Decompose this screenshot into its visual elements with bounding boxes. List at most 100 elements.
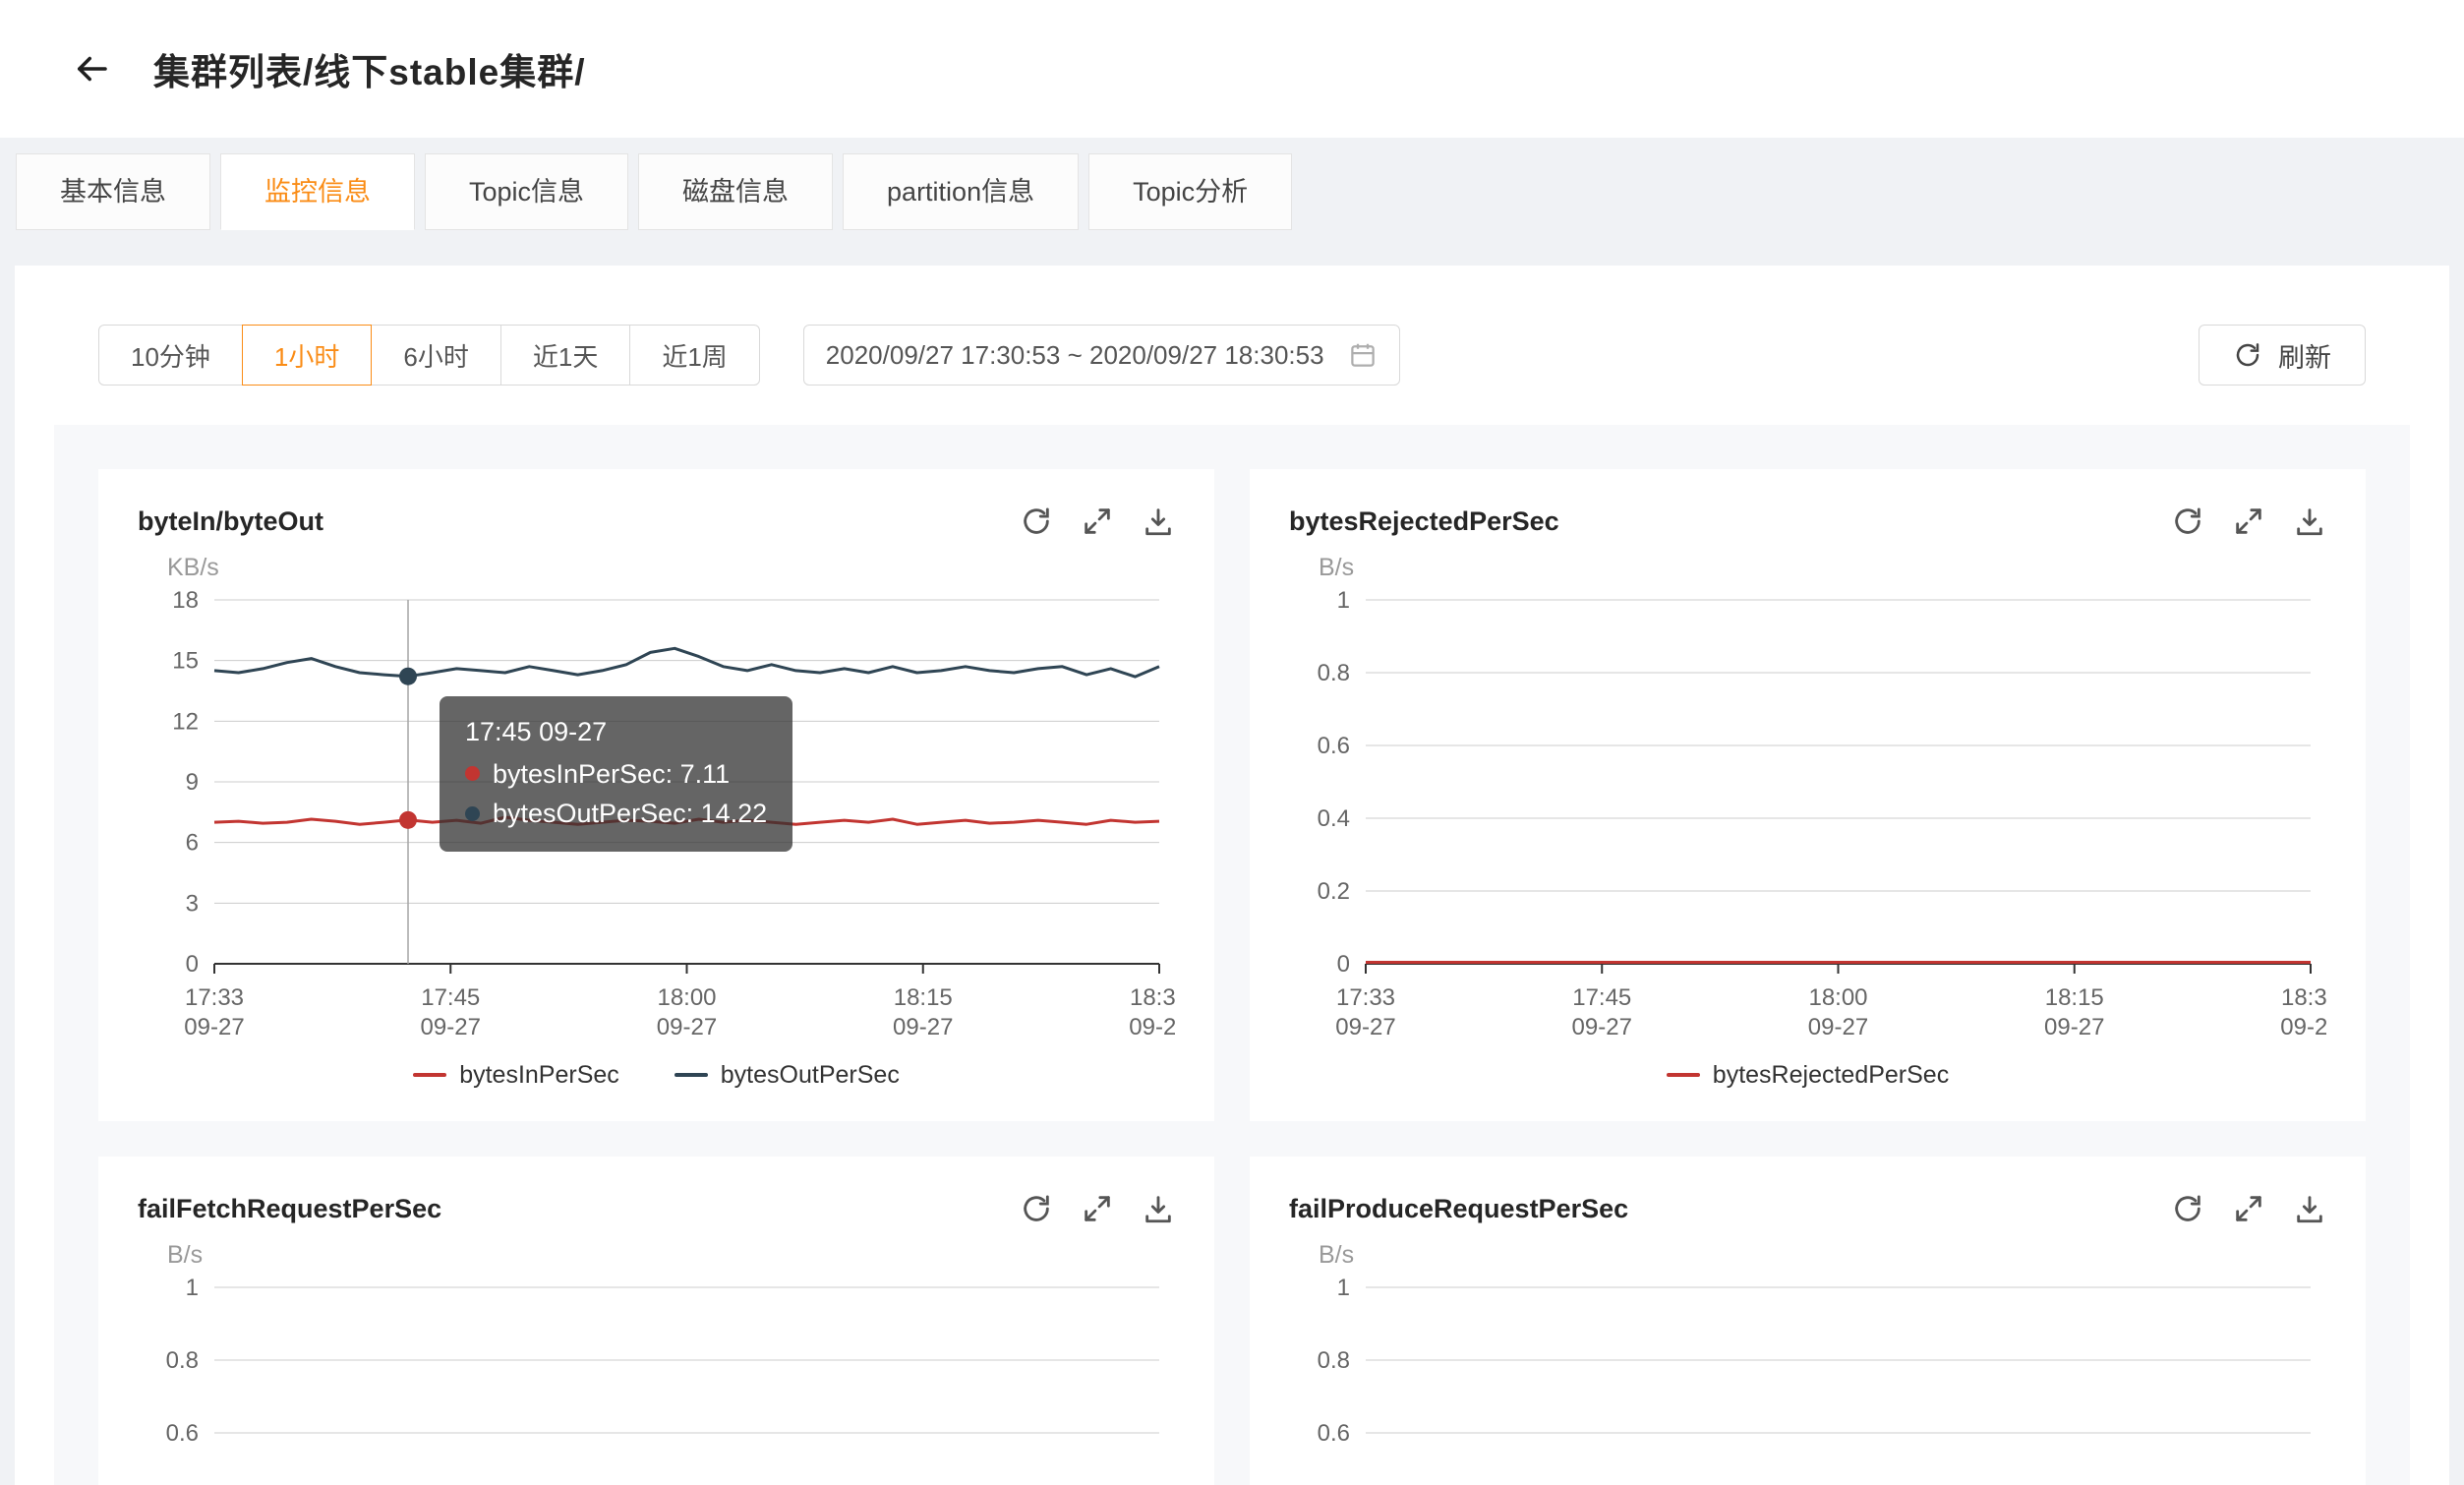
chart-unit-label: KB/s — [167, 554, 219, 581]
chart-title: failFetchRequestPerSec — [138, 1193, 442, 1223]
chart-toolbox — [1020, 505, 1175, 538]
svg-text:0.6: 0.6 — [1318, 1420, 1350, 1447]
back-arrow-icon — [78, 56, 107, 82]
svg-text:0.2: 0.2 — [1318, 878, 1350, 905]
chart-card-header: byteIn/byteOut — [138, 505, 1175, 538]
chart-expand-icon[interactable] — [1081, 505, 1114, 538]
main-panel: 10分钟 1小时 6小时 近1天 近1周 2020/09/27 17:30:53 ~ 2… — [15, 266, 2449, 1485]
chart-download-icon[interactable] — [1142, 505, 1175, 538]
chart-unit-label: B/s — [1319, 1241, 1355, 1269]
range-button-10min[interactable]: 10分钟 — [98, 325, 243, 386]
tab-bar: 基本信息 监控信息 Topic信息 磁盘信息 partition信息 Topic分析 — [0, 138, 2464, 230]
tab-topic-analysis[interactable]: Topic分析 — [1088, 153, 1293, 230]
svg-text:0.8: 0.8 — [1318, 1347, 1350, 1374]
range-button-1week[interactable]: 近1周 — [629, 325, 760, 386]
svg-text:1: 1 — [186, 1275, 199, 1301]
chart-refresh-icon[interactable] — [2171, 1192, 2204, 1225]
svg-text:0.6: 0.6 — [1318, 733, 1350, 759]
svg-text:0: 0 — [1337, 951, 1350, 978]
tab-disk-info[interactable]: 磁盘信息 — [638, 153, 834, 230]
chart-title: failProduceRequestPerSec — [1289, 1193, 1629, 1223]
chart-plot[interactable]: 00.20.40.60.8117:3309-2717:4509-2718:000… — [138, 1274, 1175, 1485]
chart-legend: bytesRejectedPerSec — [1289, 1058, 2326, 1092]
svg-text:0.8: 0.8 — [166, 1347, 199, 1374]
svg-text:9: 9 — [186, 769, 199, 796]
range-button-1hour[interactable]: 1小时 — [241, 325, 373, 386]
chart-download-icon[interactable] — [1142, 1192, 1175, 1225]
chart-title: byteIn/byteOut — [138, 505, 324, 536]
tab-partition-info[interactable]: partition信息 — [843, 153, 1080, 230]
chart-title: bytesRejectedPerSec — [1289, 505, 1559, 536]
date-range-picker[interactable]: 2020/09/27 17:30:53 ~ 2020/09/27 18:30:5… — [802, 325, 1400, 386]
chart-refresh-icon[interactable] — [1020, 1192, 1053, 1225]
chart-card-failproducerequestpersec: failProduceRequestPerSec B/s 00.20.40.60… — [1250, 1157, 2366, 1485]
svg-text:0.8: 0.8 — [1318, 660, 1350, 686]
chart-canvas: 00.20.40.60.8117:3309-2717:4509-2718:000… — [166, 1275, 1159, 1447]
svg-text:6: 6 — [186, 830, 199, 857]
chart-refresh-icon[interactable] — [1020, 505, 1053, 538]
svg-text:18:3009-27: 18:3009-27 — [1129, 984, 1175, 1040]
chart-toolbox — [2171, 505, 2326, 538]
svg-text:3: 3 — [186, 890, 199, 917]
chart-canvas: 0 3 6 9 12 15 18 17:33 09-27 17:45 09-27 18:00 09-27… — [172, 587, 1175, 1040]
chart-expand-icon[interactable] — [2232, 505, 2265, 538]
chart-plot[interactable]: 00.20.40.60.8117:3309-2717:4509-2718:000… — [1289, 1274, 2326, 1485]
range-button-1day[interactable]: 近1天 — [499, 325, 631, 386]
charts-grid: byteIn/byteOut KB/s 0 3 6 9 12 15 18 17:33 09-27… — [54, 425, 2410, 1485]
chart-download-icon[interactable] — [2293, 505, 2326, 538]
refresh-icon — [2233, 340, 2262, 370]
svg-text:12: 12 — [172, 708, 199, 735]
refresh-button[interactable]: 刷新 — [2199, 325, 2366, 386]
chart-card-bytein-byteout: byteIn/byteOut KB/s 0 3 6 9 12 15 18 17:33 09-27… — [98, 469, 1214, 1121]
svg-text:18: 18 — [172, 587, 199, 614]
chart-unit-label: B/s — [167, 1241, 204, 1269]
svg-text:0: 0 — [186, 951, 199, 978]
chart-card-failfetchrequestpersec: failFetchRequestPerSec B/s 00.20.40.60.8… — [98, 1157, 1214, 1485]
legend-item-bytesInPerSec[interactable]: bytesInPerSec — [413, 1058, 619, 1092]
chart-download-icon[interactable] — [2293, 1192, 2326, 1225]
chart-legend: bytesInPerSec bytesOutPerSec — [138, 1058, 1175, 1092]
chart-toolbox — [1020, 1192, 1175, 1225]
chart-card-header: failFetchRequestPerSec — [138, 1192, 1175, 1225]
svg-text:0.4: 0.4 — [1318, 805, 1350, 832]
back-button[interactable] — [71, 48, 112, 89]
chart-card-header: failProduceRequestPerSec — [1289, 1192, 2326, 1225]
range-button-6hour[interactable]: 6小时 — [371, 325, 501, 386]
legend-item-bytesRejectedPerSec[interactable]: bytesRejectedPerSec — [1666, 1058, 1949, 1092]
svg-text:15: 15 — [172, 648, 199, 675]
tab-basic-info[interactable]: 基本信息 — [16, 153, 210, 230]
time-range-group: 10分钟 1小时 6小时 近1天 近1周 — [98, 325, 760, 386]
refresh-label: 刷新 — [2278, 342, 2331, 373]
svg-text:1: 1 — [1337, 587, 1350, 614]
date-range-value: 2020/09/27 17:30:53 ~ 2020/09/27 18:30:5… — [825, 339, 1324, 370]
chart-card-bytesrejectedpersec: bytesRejectedPerSec B/s 0 0.2 0.4 0.6 0.8 1 17… — [1250, 469, 2366, 1121]
chart-card-header: bytesRejectedPerSec — [1289, 505, 2326, 538]
toolbar: 10分钟 1小时 6小时 近1天 近1周 2020/09/27 17:30:53 ~ 2… — [98, 325, 2366, 386]
chart-unit-label: B/s — [1319, 554, 1355, 581]
page-header: 集群列表/线下stable集群/ — [0, 0, 2464, 138]
tab-topic-info[interactable]: Topic信息 — [425, 153, 629, 230]
tab-monitor-info[interactable]: 监控信息 — [220, 153, 415, 230]
svg-text:1: 1 — [1337, 1275, 1350, 1301]
chart-canvas: 00.20.40.60.8117:3309-2717:4509-2718:000… — [1318, 1275, 2311, 1447]
chart-toolbox — [2171, 1192, 2326, 1225]
calendar-icon — [1348, 340, 1378, 370]
chart-expand-icon[interactable] — [1081, 1192, 1114, 1225]
svg-text:0.6: 0.6 — [166, 1420, 199, 1447]
chart-expand-icon[interactable] — [2232, 1192, 2265, 1225]
chart-plot[interactable]: 0 3 6 9 12 15 18 17:33 09-27 17:45 09-27 18:00 09-27… — [138, 586, 1175, 1048]
legend-item-bytesOutPerSec[interactable]: bytesOutPerSec — [674, 1058, 900, 1092]
breadcrumb: 集群列表/线下stable集群/ — [153, 52, 586, 92]
svg-text:18:3009-27: 18:3009-27 — [2280, 984, 2326, 1040]
chart-refresh-icon[interactable] — [2171, 505, 2204, 538]
